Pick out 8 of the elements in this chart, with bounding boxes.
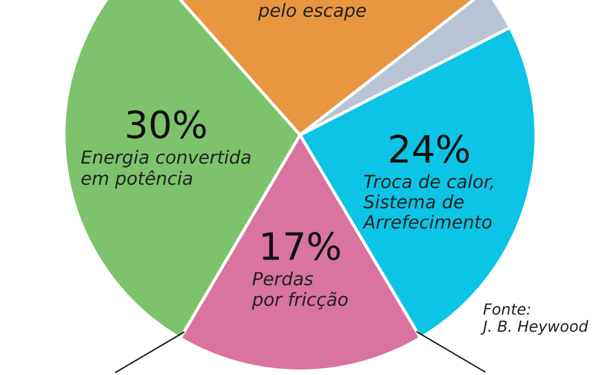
data-label: 17% (262, 232, 340, 260)
slice-label: pelo escape (258, 3, 366, 21)
slice-label: Troca de calor, Sistema de Arrefecimento (362, 174, 493, 229)
source-note: Fonte: J. B. Heywood (480, 303, 588, 335)
slice-label: Perdas por fricção (252, 272, 348, 310)
data-label: 30% (127, 110, 206, 139)
data-label: 24% (390, 134, 469, 164)
slice-label: Energia convertida em potência (81, 150, 250, 188)
